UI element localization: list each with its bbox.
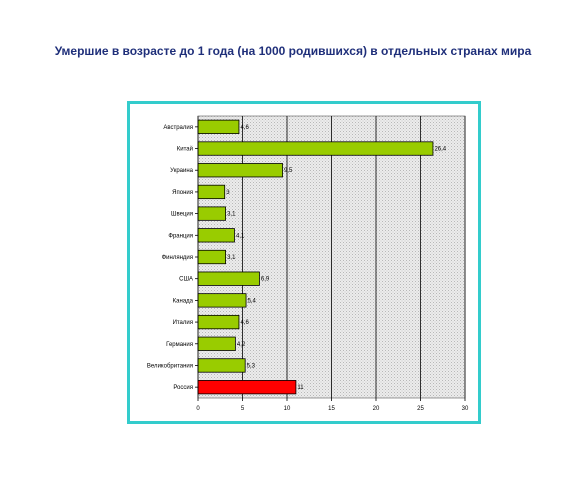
- category-label: Финляндия: [162, 255, 193, 261]
- x-tick-label: 15: [328, 406, 335, 412]
- x-tick-label: 5: [241, 406, 245, 412]
- category-label: Франция: [168, 233, 193, 239]
- bar: [197, 380, 297, 395]
- chart-frame: 0 5 10 15 20 25 30 Австралия 4,6 Китай 26,4 Украина…: [127, 101, 481, 424]
- bar: [197, 358, 246, 373]
- category-label: Канада: [173, 298, 194, 304]
- bar: [197, 336, 236, 351]
- data-label: 3,1: [227, 212, 236, 218]
- data-label: 26,4: [434, 147, 446, 153]
- data-label: 11: [297, 385, 304, 391]
- category-label: Китай: [177, 146, 193, 153]
- x-tick-label: 0: [196, 406, 200, 412]
- data-label: 5,4: [248, 298, 257, 304]
- bar: [197, 163, 283, 178]
- x-tick-label: 20: [373, 406, 380, 412]
- category-label: Украина: [170, 168, 194, 174]
- bar: [197, 141, 434, 156]
- bar: [197, 228, 235, 243]
- category-label: Россия: [173, 385, 193, 391]
- data-label: 6,9: [261, 277, 270, 283]
- data-label: 4,6: [240, 125, 249, 131]
- category-label: Италия: [173, 320, 193, 326]
- category-label: Швеция: [171, 212, 193, 218]
- bar: [197, 271, 260, 286]
- x-tick-label: 25: [417, 406, 424, 412]
- category-label: Япония: [172, 190, 193, 196]
- bar: [197, 293, 247, 308]
- data-label: 5,3: [247, 363, 256, 369]
- data-label: 4,6: [240, 320, 249, 326]
- bar: [197, 206, 226, 221]
- bar: [197, 119, 240, 134]
- data-label: 4,1: [236, 233, 245, 239]
- bar-chart: 0 5 10 15 20 25 30 Австралия 4,6 Китай 26,4 Украина…: [147, 115, 469, 412]
- category-label: США: [179, 277, 193, 283]
- page-title: Умершие в возрасте до 1 года (на 1000 ро…: [54, 44, 532, 58]
- category-label: Великобритания: [147, 363, 193, 369]
- data-label: 3: [226, 190, 230, 196]
- data-label: 3,1: [227, 255, 236, 261]
- category-label: Австралия: [163, 125, 193, 131]
- data-label: 4,2: [237, 342, 246, 348]
- category-label: Германия: [166, 342, 193, 348]
- x-tick-label: 30: [462, 406, 469, 412]
- bar: [197, 184, 226, 200]
- data-label: 9,5: [284, 168, 293, 174]
- x-tick-label: 10: [284, 406, 291, 412]
- bar: [197, 314, 240, 330]
- bar: [197, 249, 226, 265]
